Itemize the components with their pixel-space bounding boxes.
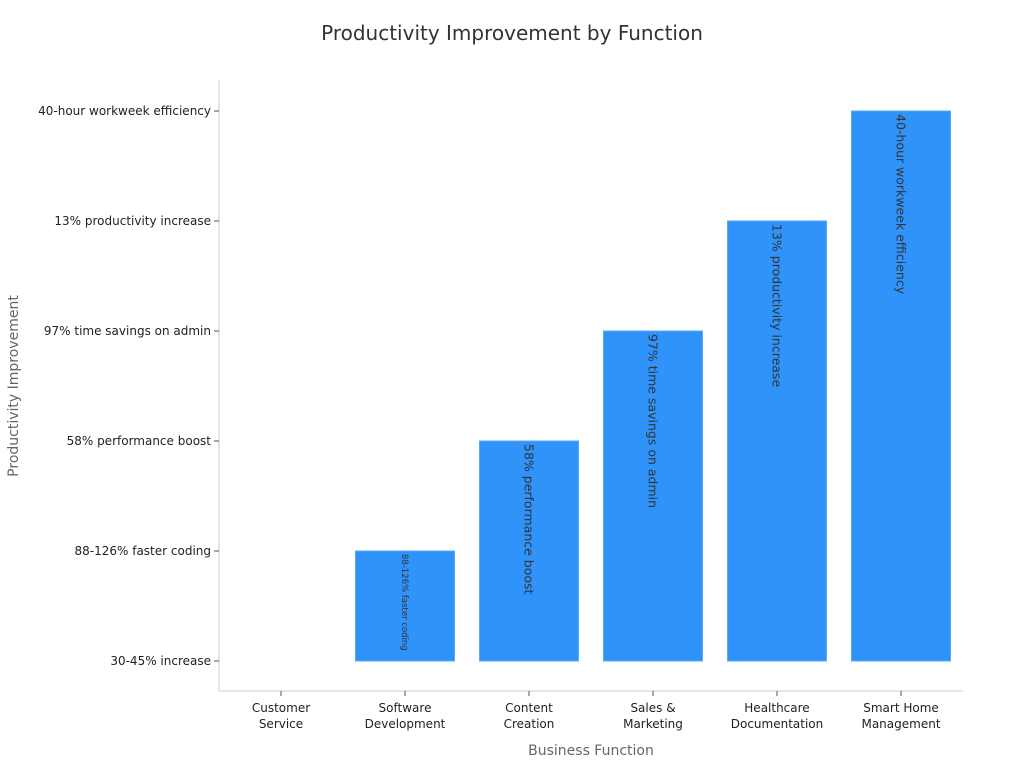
x-tick-label: Documentation (731, 717, 824, 731)
bar (727, 220, 827, 662)
bar-label: 58% performance boost (522, 444, 537, 595)
x-tick-label: Software (379, 701, 432, 715)
y-tick-label: 40-hour workweek efficiency (38, 104, 211, 118)
bar-label: 13% productivity increase (770, 224, 785, 387)
x-tick-label: Smart Home (863, 701, 939, 715)
x-axis-label: Business Function (528, 743, 654, 759)
x-tick-label: Customer (252, 701, 310, 715)
bar (851, 110, 951, 662)
chart-title: Productivity Improvement by Function (321, 21, 703, 45)
y-tick-label: 58% performance boost (67, 434, 212, 448)
bar-label: 40-hour workweek efficiency (894, 114, 909, 295)
x-tick-label: Marketing (623, 717, 683, 731)
bar-label: 88-126% faster coding (399, 554, 409, 651)
y-tick-label: 97% time savings on admin (44, 324, 211, 338)
bar (603, 330, 703, 662)
x-tick-label: Service (259, 717, 303, 731)
x-tick-label: Sales & (630, 701, 675, 715)
x-tick-label: Management (861, 717, 940, 731)
bar-label: 97% time savings on admin (646, 334, 661, 508)
bar (479, 440, 579, 662)
x-tick-label: Development (365, 717, 446, 731)
bar (355, 550, 455, 662)
x-tick-label: Healthcare (744, 701, 809, 715)
y-tick-label: 88-126% faster coding (75, 544, 212, 558)
y-tick-label: 13% productivity increase (54, 214, 211, 228)
x-tick-label: Content (505, 701, 553, 715)
x-tick-label: Creation (504, 717, 555, 731)
y-axis-label: Productivity Improvement (6, 295, 22, 477)
y-tick-label: 30-45% increase (110, 654, 211, 668)
